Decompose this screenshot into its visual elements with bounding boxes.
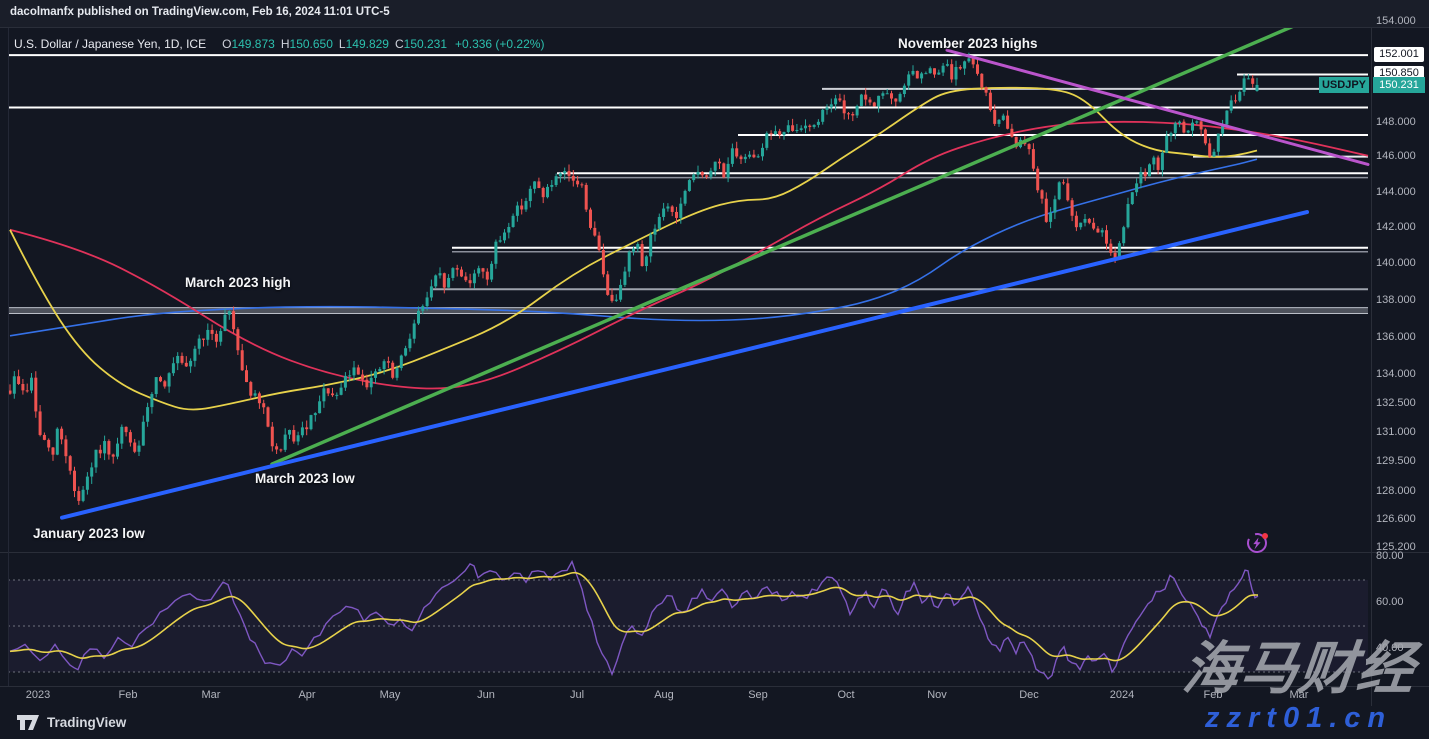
annotation-november-2023-highs: November 2023 highs [898, 36, 1038, 51]
time-tick-label: Nov [927, 689, 947, 701]
rsi-tick-label: 80.00 [1376, 550, 1404, 562]
change-value: +0.336 (+0.22%) [455, 37, 545, 51]
level-price-label: 152.001 [1374, 47, 1424, 62]
price-tick-label: 144.000 [1376, 186, 1416, 198]
flash-icon [1247, 533, 1268, 553]
watermark-chinese: 海马财经 [1179, 637, 1419, 701]
flash-reaction-button[interactable] [1245, 530, 1271, 556]
price-tick-label: 154.000 [1376, 15, 1416, 27]
time-tick-label: 2024 [1109, 689, 1135, 701]
price-tick-label: 131.000 [1376, 426, 1416, 438]
ohlc-open-key: O [222, 37, 232, 51]
symbol-title: U.S. Dollar / Japanese Yen, 1D, ICE [14, 37, 207, 51]
price-tick-label: 132.500 [1376, 397, 1416, 409]
rsi-tick-label: 60.00 [1376, 596, 1404, 608]
price-tick-label: 136.000 [1376, 331, 1416, 343]
ohlc-high-key: H [280, 37, 290, 51]
footer-bar: TradingView [0, 707, 1429, 739]
annotation-january-2023-low: January 2023 low [33, 526, 145, 541]
price-tick-label: 126.600 [1376, 513, 1416, 525]
time-tick-label: Mar [1289, 689, 1309, 701]
ohlc-close-value: 150.231 [403, 37, 448, 51]
ohlc-close-key: C [394, 37, 404, 51]
time-axis-separator [0, 686, 1429, 687]
time-tick-label: May [379, 689, 401, 701]
ohlc-open-value: 149.873 [231, 37, 275, 51]
time-tick-label: Jul [569, 689, 585, 701]
price-tick-label: 138.000 [1376, 294, 1416, 306]
notification-dot [1262, 533, 1268, 539]
annotation-march-2023-high: March 2023 high [185, 275, 291, 290]
rsi-tick-label: 40.00 [1376, 642, 1404, 654]
ohlc-high-value: 150.650 [289, 37, 333, 51]
price-axis-separator [1371, 27, 1372, 706]
price-tick-label: 142.000 [1376, 221, 1416, 233]
price-tick-label: 148.000 [1376, 116, 1416, 128]
pane-separator[interactable] [0, 552, 1429, 553]
current-price-label: 150.231 [1373, 77, 1425, 93]
publisher-bar: dacolmanfx published on TradingView.com,… [0, 0, 1429, 28]
plot-left-border [8, 27, 9, 686]
annotation-march-2023-low: March 2023 low [255, 471, 355, 486]
ohlc-low-value: 149.829 [345, 37, 389, 51]
time-tick-label: Aug [654, 689, 674, 701]
tradingview-logo-text: TradingView [47, 715, 127, 730]
time-tick-label: 2023 [25, 689, 51, 701]
tradingview-logo[interactable]: TradingView [16, 714, 126, 731]
time-tick-label: Mar [201, 689, 221, 701]
time-tick-label: Jun [477, 689, 495, 701]
time-tick-label: Dec [1019, 689, 1039, 701]
price-tick-label: 129.500 [1376, 455, 1416, 467]
price-tick-label: 140.000 [1376, 257, 1416, 269]
symbol-tag-label: USDJPY [1319, 77, 1369, 93]
price-tick-label: 134.000 [1376, 368, 1416, 380]
price-tick-label: 128.000 [1376, 485, 1416, 497]
symbol-legend[interactable]: U.S. Dollar / Japanese Yen, 1D, ICE O149.… [14, 37, 544, 51]
time-tick-label: Apr [298, 689, 316, 701]
price-tick-label: 125.200 [1376, 541, 1416, 553]
publish-line: dacolmanfx published on TradingView.com,… [10, 6, 390, 18]
watermark-url: zzrt01.cn [1205, 702, 1393, 734]
tradingview-logo-icon [17, 715, 39, 730]
price-tick-label: 146.000 [1376, 150, 1416, 162]
time-tick-label: Sep [748, 689, 768, 701]
time-tick-label: Feb [118, 689, 138, 701]
time-tick-label: Feb [1203, 689, 1223, 701]
ohlc-low-key: L [338, 37, 346, 51]
time-tick-label: Oct [837, 689, 855, 701]
